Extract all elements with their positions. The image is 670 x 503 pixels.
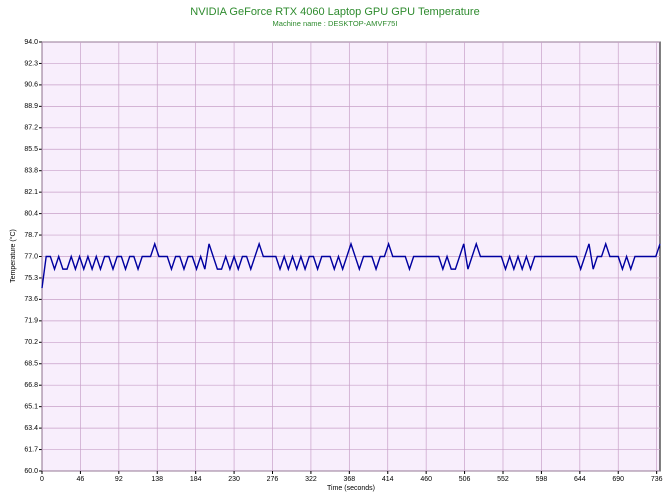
- y-tick-label: 70.2: [24, 339, 38, 346]
- y-tick-label: 83.8: [24, 168, 38, 175]
- x-tick-label: 230: [228, 476, 240, 483]
- x-tick-label: 138: [151, 476, 163, 483]
- y-tick-label: 80.4: [24, 210, 38, 217]
- x-tick-label: 598: [536, 476, 548, 483]
- y-tick-label: 77.0: [24, 253, 38, 260]
- x-tick-label: 736: [651, 476, 663, 483]
- x-tick-label: 552: [497, 476, 509, 483]
- temperature-line: [41, 241, 661, 289]
- y-tick-label: 82.1: [24, 189, 38, 196]
- x-tick-label: 460: [420, 476, 432, 483]
- y-tick-label: 71.9: [24, 318, 38, 325]
- y-tick-label: 78.7: [24, 232, 38, 239]
- x-tick-label: 644: [574, 476, 586, 483]
- x-tick-label: 92: [115, 476, 123, 483]
- x-tick-label: 0: [40, 476, 44, 483]
- x-tick-label: 276: [267, 476, 279, 483]
- x-tick-label: 322: [305, 476, 317, 483]
- x-tick-label: 506: [459, 476, 471, 483]
- y-tick-label: 87.2: [24, 125, 38, 132]
- x-tick-label: 690: [612, 476, 624, 483]
- y-tick-label: 65.1: [24, 403, 38, 410]
- y-tick-label: 85.5: [24, 146, 38, 153]
- x-tick-label: 414: [382, 476, 394, 483]
- y-tick-label: 63.4: [24, 425, 38, 432]
- x-tick-label: 368: [343, 476, 355, 483]
- y-tick-label: 60.0: [24, 468, 38, 475]
- y-tick-label: 94.0: [24, 39, 38, 46]
- y-tick-label: 73.6: [24, 296, 38, 303]
- y-axis-label: Temperature (°C): [9, 229, 17, 283]
- y-tick-label: 66.8: [24, 382, 38, 389]
- y-tick-label: 90.6: [24, 82, 38, 89]
- x-tick-label: 46: [77, 476, 85, 483]
- chart-title: NVIDIA GeForce RTX 4060 Laptop GPU GPU T…: [190, 6, 479, 18]
- x-axis-label: Time (seconds): [327, 485, 375, 492]
- y-tick-label: 75.3: [24, 275, 38, 282]
- y-tick-label: 68.5: [24, 361, 38, 368]
- y-tick-label: 88.9: [24, 103, 38, 110]
- x-tick-label: 184: [190, 476, 202, 483]
- y-tick-label: 92.3: [24, 60, 38, 67]
- chart-subtitle: Machine name : DESKTOP-AMVF75I: [273, 19, 398, 28]
- y-tick-label: 61.7: [24, 446, 38, 453]
